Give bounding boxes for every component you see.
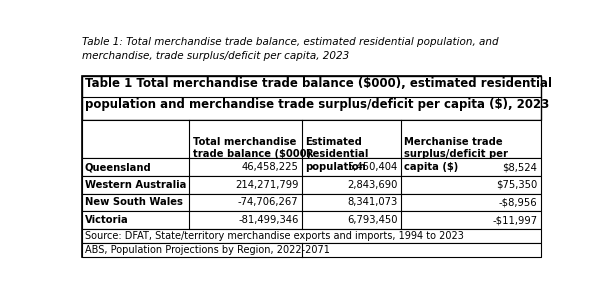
- Bar: [81, 194, 541, 211]
- Text: Merchanise trade
surplus/deficit per
capita ($): Merchanise trade surplus/deficit per cap…: [404, 137, 508, 172]
- Text: Victoria: Victoria: [85, 215, 129, 225]
- Text: New South Wales: New South Wales: [85, 198, 183, 207]
- Bar: [81, 158, 541, 176]
- Bar: [81, 243, 541, 257]
- Text: Source: DFAT, State/territory merchandise exports and imports, 1994 to 2023: Source: DFAT, State/territory merchandis…: [85, 231, 464, 241]
- Bar: [81, 76, 541, 120]
- Bar: [81, 229, 541, 243]
- Text: Table 1: Total merchandise trade balance, estimated residential population, and
: Table 1: Total merchandise trade balance…: [81, 37, 498, 61]
- Bar: [81, 211, 541, 229]
- Text: 214,271,799: 214,271,799: [235, 180, 299, 190]
- Text: Total merchandise
trade balance ($000): Total merchandise trade balance ($000): [192, 137, 311, 159]
- Text: 2,843,690: 2,843,690: [347, 180, 398, 190]
- Text: -$8,956: -$8,956: [499, 198, 537, 207]
- Bar: [81, 120, 541, 158]
- Text: -81,499,346: -81,499,346: [238, 215, 299, 225]
- Text: 5,450,404: 5,450,404: [347, 162, 398, 172]
- Text: Queensland: Queensland: [85, 162, 152, 172]
- Text: -74,706,267: -74,706,267: [238, 198, 299, 207]
- Text: ABS, Population Projections by Region, 2022-2071: ABS, Population Projections by Region, 2…: [85, 245, 330, 255]
- Text: $8,524: $8,524: [503, 162, 537, 172]
- Bar: [81, 176, 541, 194]
- Text: 46,458,225: 46,458,225: [242, 162, 299, 172]
- Text: -$11,997: -$11,997: [492, 215, 537, 225]
- Text: 8,341,073: 8,341,073: [347, 198, 398, 207]
- Text: Estimated
Residential
population: Estimated Residential population: [305, 137, 368, 172]
- Text: $75,350: $75,350: [496, 180, 537, 190]
- Text: population and merchandise trade surplus/deficit per capita ($), 2023: population and merchandise trade surplus…: [85, 98, 549, 111]
- Bar: [81, 76, 541, 257]
- Text: Western Australia: Western Australia: [85, 180, 186, 190]
- Text: 6,793,450: 6,793,450: [347, 215, 398, 225]
- Text: Table 1 Total merchandise trade balance ($000), estimated residential: Table 1 Total merchandise trade balance …: [85, 77, 552, 90]
